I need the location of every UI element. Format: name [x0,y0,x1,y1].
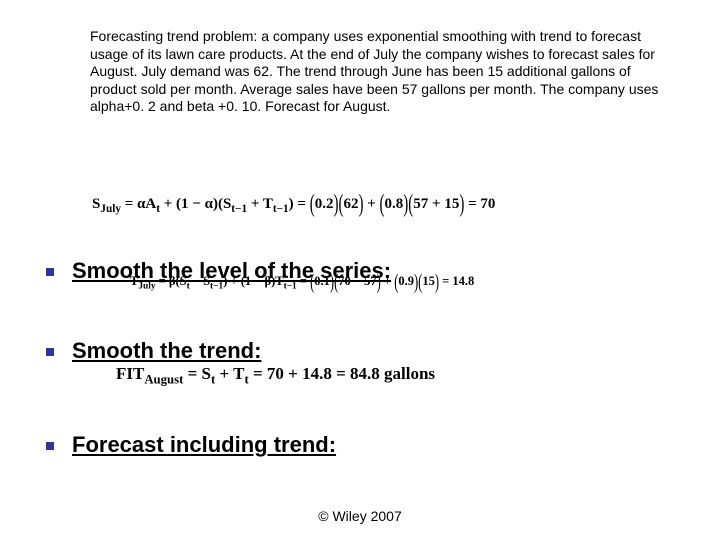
formula-forecast: FITAugust = St + Tt = 70 + 14.8 = 84.8 g… [116,364,435,387]
bullet-icon [46,442,54,450]
section-trend: Smooth the trend: [46,338,261,364]
bullet-icon [46,348,54,356]
section-trend-title: Smooth the trend: [72,338,261,364]
formula-level: SJuly = αAt + (1 − α)(St−1 + Tt−1) = (0.… [92,196,495,215]
formula-trend: TJuly = β(St − St−1) + (1 − β)Tt−1 = (0.… [130,274,474,292]
copyright-footer: © Wiley 2007 [0,508,720,524]
section-forecast: Forecast including trend: [46,432,336,458]
slide: Forecasting trend problem: a company use… [0,0,720,540]
problem-statement: Forecasting trend problem: a company use… [90,28,660,116]
section-forecast-title: Forecast including trend: [72,432,336,458]
bullet-icon [46,268,54,276]
